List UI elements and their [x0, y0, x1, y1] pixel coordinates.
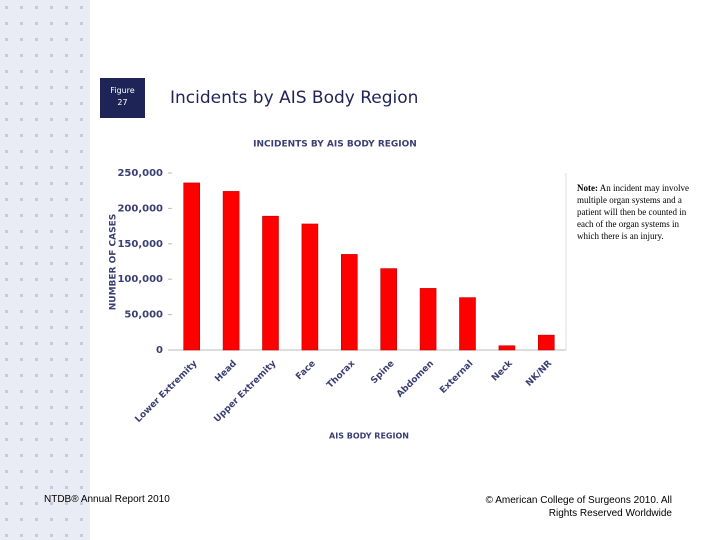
- x-tick-label: Neck: [490, 358, 515, 383]
- y-tick-label: 200,000: [117, 203, 163, 214]
- chart-title: INCIDENTS BY AIS BODY REGION: [253, 140, 417, 150]
- y-tick-label: 50,000: [124, 310, 163, 321]
- bar: [340, 254, 358, 351]
- note-text: An incident may involve multiple organ s…: [577, 183, 689, 241]
- x-tick-label: Abdomen: [395, 359, 436, 400]
- bar: [459, 297, 476, 351]
- x-tick-label: Lower Extremity: [134, 359, 200, 425]
- footer-left: NTDB® Annual Report 2010: [44, 494, 170, 505]
- slide-title: Incidents by AIS Body Region: [170, 88, 419, 108]
- figure-label: Figure: [110, 86, 135, 95]
- x-axis-title: AIS BODY REGION: [329, 432, 409, 441]
- x-tick-label: NK/NR: [524, 359, 554, 389]
- y-axis-title: NUMBER OF CASES: [109, 214, 119, 310]
- bar: [183, 182, 200, 351]
- bar: [301, 223, 319, 351]
- decor-strip: [0, 0, 90, 540]
- bar: [498, 345, 516, 351]
- figure-badge: Figure 27: [100, 78, 145, 118]
- bar: [537, 334, 555, 351]
- x-tick-label: Face: [294, 359, 317, 382]
- x-tick-label: Spine: [369, 359, 396, 386]
- note: Note: An incident may involve multiple o…: [577, 182, 692, 242]
- y-tick-label: 150,000: [117, 239, 163, 250]
- y-tick-label: 0: [156, 345, 163, 356]
- figure-number: 27: [117, 98, 128, 107]
- x-tick-label: External: [438, 359, 475, 396]
- y-tick-label: 250,000: [117, 168, 163, 179]
- bar: [380, 268, 398, 351]
- footer-right: © American College of Surgeons 2010. All…: [485, 495, 672, 519]
- y-tick-label: 100,000: [117, 274, 163, 285]
- bar: [222, 191, 240, 351]
- note-label: Note:: [577, 183, 598, 193]
- x-tick-label: Head: [213, 359, 239, 385]
- bar: [419, 288, 437, 351]
- x-tick-label: Thorax: [325, 359, 357, 391]
- bar: [262, 215, 279, 351]
